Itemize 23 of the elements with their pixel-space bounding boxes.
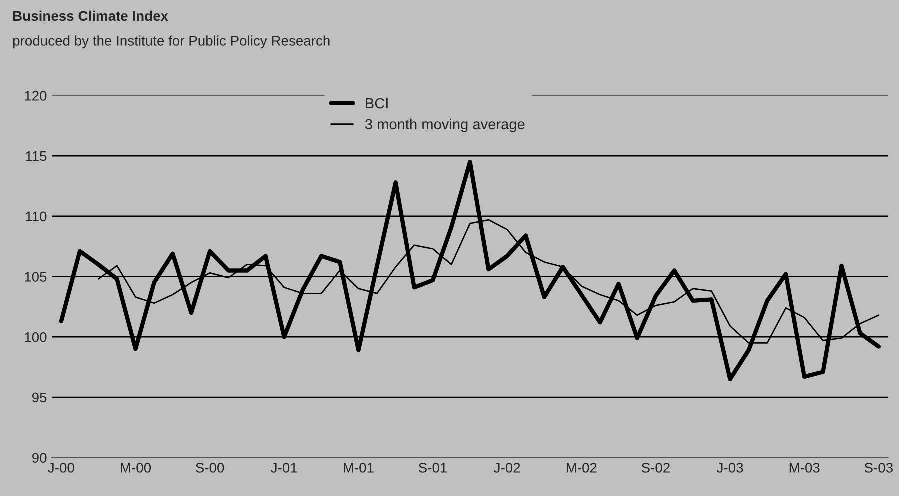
y-tick-label: 110 (26, 212, 47, 222)
y-tick-label: 100 (25, 332, 47, 342)
y-tick-label: 90 (32, 453, 47, 463)
y-tick-label: 120 (25, 91, 47, 101)
x-tick-label: S-00 (196, 463, 224, 473)
y-tick-label: 95 (32, 392, 47, 403)
x-tick-label: M-02 (566, 463, 597, 473)
x-tick-label: M-01 (344, 463, 374, 473)
y-tick-label: 115 (26, 152, 47, 162)
x-tick-label: M-00 (121, 463, 152, 473)
legend-label: 3 month moving average (365, 118, 525, 132)
chart-title: Business Climate Index (14, 10, 168, 22)
x-tick-label: M-03 (790, 463, 820, 473)
x-tick-label: J-03 (716, 463, 744, 473)
x-tick-label: J-00 (48, 463, 74, 473)
x-tick-label: J-01 (271, 463, 298, 473)
x-tick-label: S-03 (864, 463, 893, 473)
x-tick-label: J-02 (494, 463, 520, 473)
x-tick-label: S-02 (642, 463, 670, 473)
x-tick-label: S-01 (418, 463, 448, 473)
chart-subtitle: produced by the Institute for Public Policy Research (13, 36, 330, 49)
y-tick-label: 105 (25, 272, 47, 282)
legend-label: BCI (366, 98, 388, 109)
